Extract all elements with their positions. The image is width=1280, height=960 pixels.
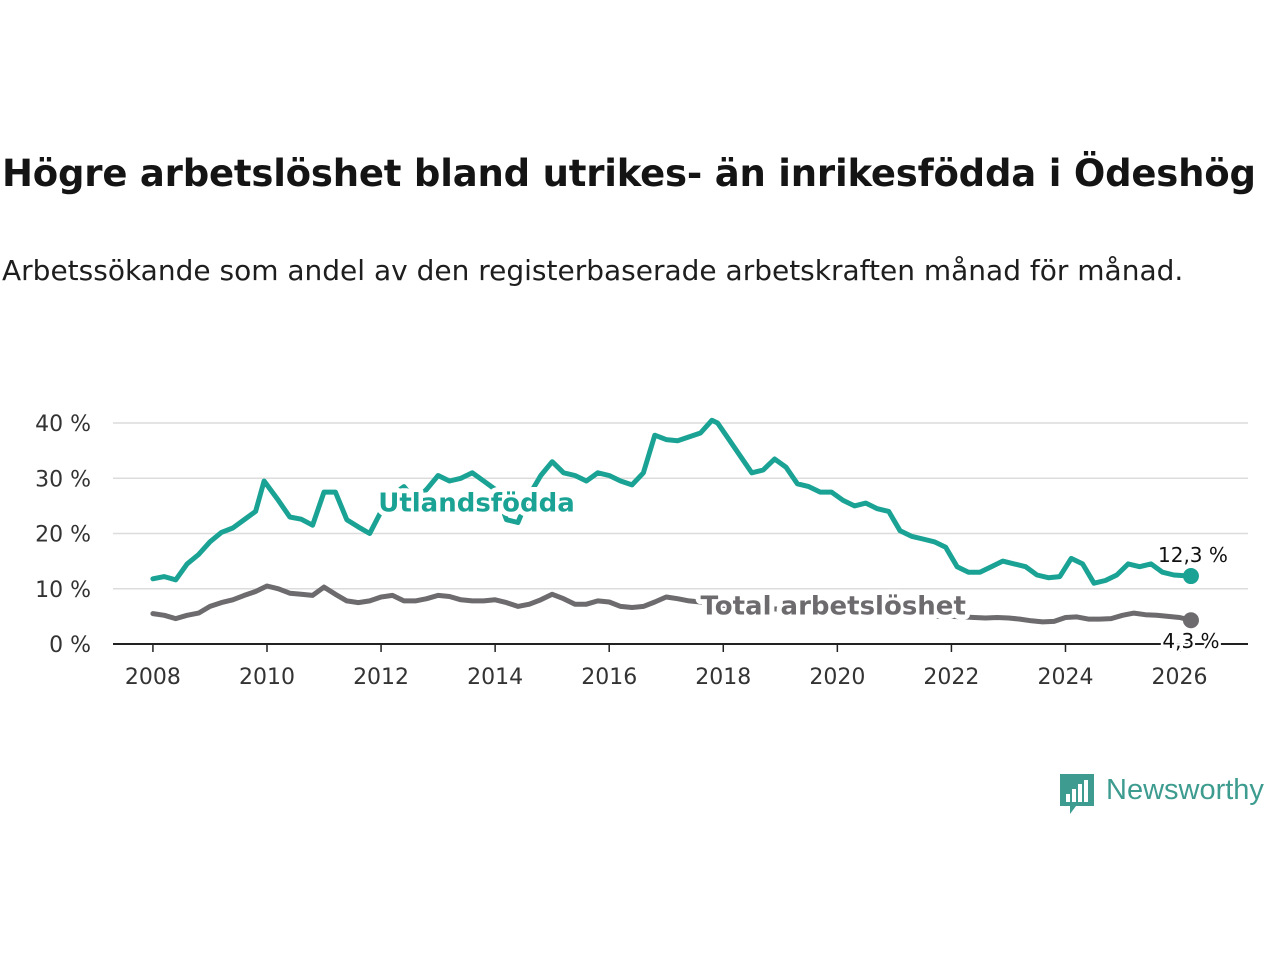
y-tick-label: 40 % <box>35 412 91 437</box>
y-tick-label: 0 % <box>49 633 91 658</box>
series-lines <box>150 417 1199 629</box>
series-end-dot-utlandsf-dda <box>1182 568 1199 585</box>
end-value-label: 4,3 % <box>1162 629 1219 653</box>
chart-title: Högre arbetslöshet bland utrikes- än inr… <box>2 152 1256 195</box>
x-tick-label: 2020 <box>809 665 865 690</box>
series-label-total-arbetsloshet: Total arbetslöshet <box>700 592 965 622</box>
y-tick-label: 10 % <box>35 578 91 603</box>
x-tick-label: 2022 <box>923 665 979 690</box>
y-axis-ticks: 0 % 10 % 20 % 30 % 40 % <box>35 412 91 658</box>
line-chart: 0 % 10 % 20 % 30 % 40 % 2008 2010 2012 2014 2016… <box>35 412 1248 690</box>
series-line-total-arbetsl-shet <box>150 583 1194 625</box>
x-tick-label: 2010 <box>239 665 295 690</box>
x-tick-label: 2012 <box>353 665 409 690</box>
x-axis: 2008 2010 2012 2014 2016 2018 2020 2022 2024 2026 <box>113 643 1248 690</box>
x-tick-label: 2024 <box>1037 665 1093 690</box>
gridlines <box>113 422 1248 590</box>
chart-subtitle: Arbetssökande som andel av den registerb… <box>2 254 1184 287</box>
end-value-label: 12,3 % <box>1158 543 1228 567</box>
x-tick-label: 2016 <box>581 665 637 690</box>
x-tick-label: 2018 <box>695 665 751 690</box>
series-line-utlandsf-dda <box>150 417 1194 586</box>
x-tick-label: 2014 <box>467 665 523 690</box>
newsworthy-logo: Newsworthy <box>1058 772 1278 818</box>
newsworthy-logo-text: Newsworthy <box>1106 774 1264 806</box>
series-label-utlandsfodda: Utlandsfödda <box>378 488 575 518</box>
y-tick-label: 20 % <box>35 523 91 548</box>
series-end-dot-total-arbetsl-shet <box>1182 612 1199 629</box>
series-labels: Utlandsfödda Total arbetslöshet 12,3 % 4,3 … <box>373 483 1230 655</box>
newsworthy-logo-icon <box>1060 774 1094 814</box>
x-tick-label: 2026 <box>1152 665 1208 690</box>
x-tick-label: 2008 <box>125 665 181 690</box>
y-tick-label: 30 % <box>35 467 91 492</box>
